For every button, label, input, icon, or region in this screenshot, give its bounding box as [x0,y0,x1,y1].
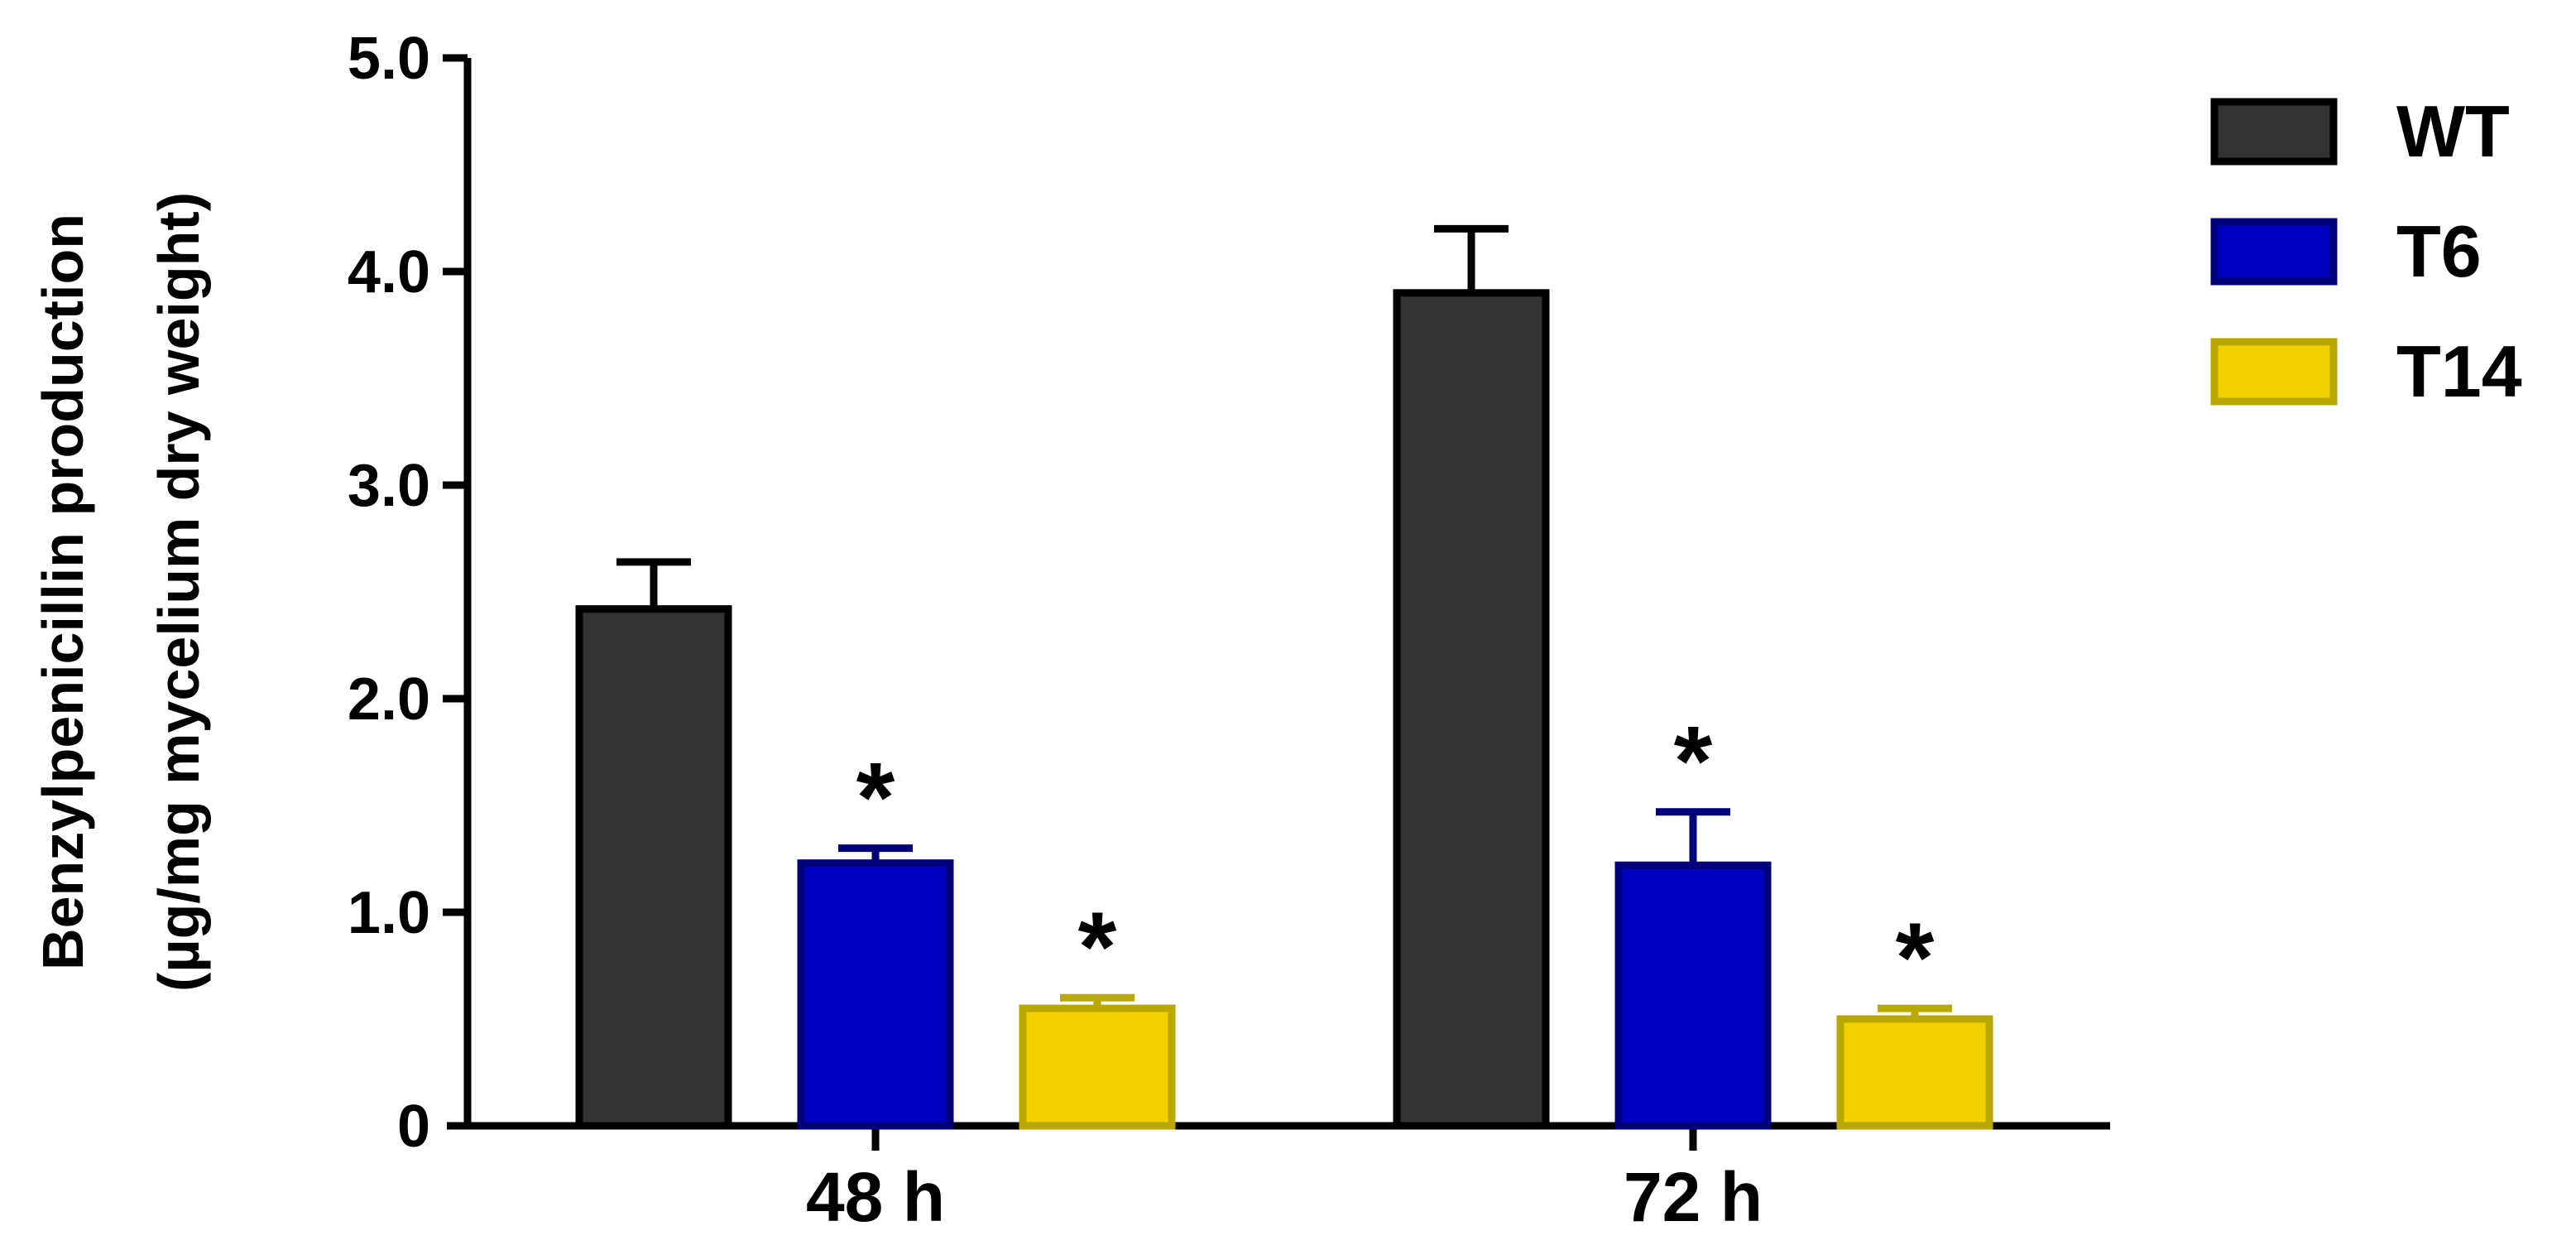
x-tick-label-0: 48 h [806,1158,945,1236]
significance-T6-1: * [1674,706,1713,817]
bar-WT-1 [1393,289,1550,1130]
y-tick-label-1: 1.0 [348,880,430,946]
significance-T14-0: * [1078,892,1117,1002]
y-axis-label-line-2: (µg/mg mycelium dry weight) [146,192,211,992]
x-tick-label-1: 72 h [1624,1158,1763,1236]
legend: WT T6 T14 [2210,90,2522,412]
bars: * * * * [575,224,1993,1130]
legend-label-T6: T6 [2396,210,2482,292]
bar-T14-0 [1019,1004,1176,1130]
legend-swatch-WT [2210,98,2338,166]
legend-label-WT: WT [2396,90,2510,172]
bar-T6-0 [797,859,954,1130]
legend-label-T14: T14 [2396,330,2522,412]
bar-WT-0 [575,605,732,1130]
bar-T6-1 [1614,861,1772,1130]
y-tick-label-5: 5.0 [348,26,430,92]
legend-swatch-T6 [2210,218,2338,286]
significance-T6-0: * [856,743,895,853]
y-axis-label: Benzylpenicillin production (µg/mg myceli… [31,192,211,992]
y-tick-label-2: 2.0 [348,666,430,733]
legend-swatch-T14 [2210,338,2338,406]
y-axis-label-line-1: Benzylpenicillin production [31,214,95,970]
y-tick-label-3: 3.0 [348,453,430,519]
bar-T14-1 [1836,1015,1993,1130]
y-tick-label-0: 0 [397,1094,430,1160]
significance-T14-1: * [1896,902,1935,1013]
y-tick-label-4: 4.0 [348,239,430,305]
